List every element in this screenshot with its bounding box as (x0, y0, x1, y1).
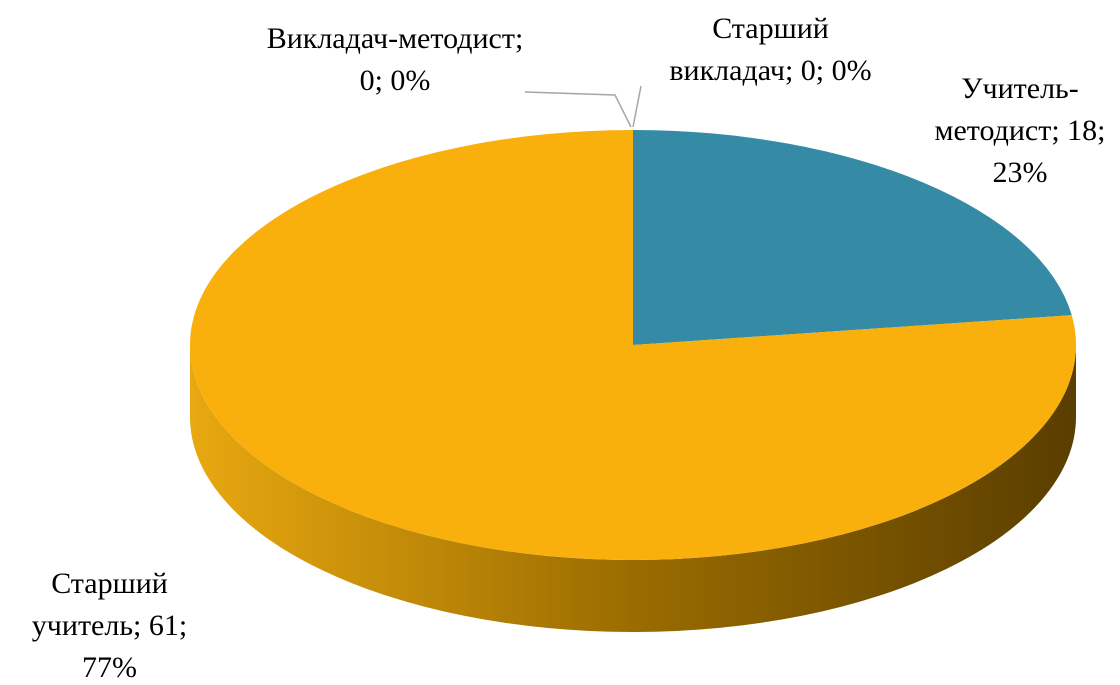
data-label: Викладач-методист; 0; 0% (266, 22, 524, 97)
data-label: Старший викладач; 0; 0% (669, 12, 872, 87)
data-label: Старший учитель; 61; 77% (31, 567, 188, 684)
data-label: Учитель-методист; 18; 23% (934, 72, 1106, 189)
leader-line (632, 85, 642, 128)
pie-slice (190, 130, 1077, 560)
pie-side (190, 345, 1076, 632)
leader-line (524, 91, 632, 128)
pie-slice (633, 130, 1072, 345)
